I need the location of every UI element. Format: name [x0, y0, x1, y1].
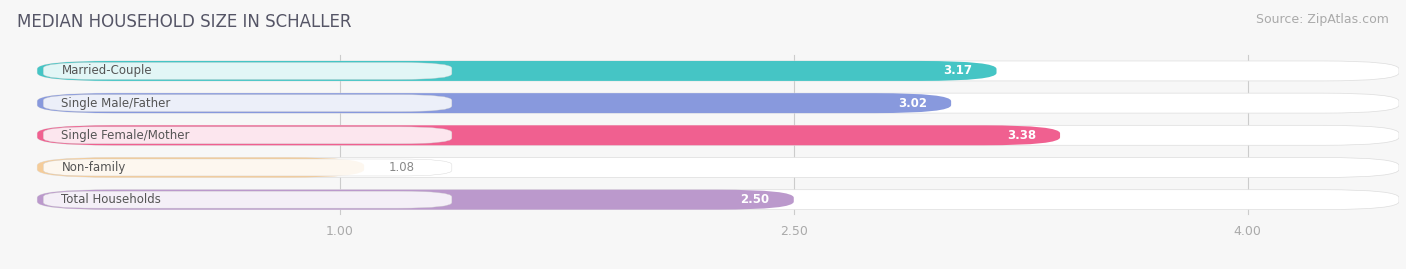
Text: Single Male/Father: Single Male/Father: [62, 97, 172, 110]
Text: 3.02: 3.02: [898, 97, 927, 110]
FancyBboxPatch shape: [38, 93, 950, 113]
Text: Total Households: Total Households: [62, 193, 162, 206]
FancyBboxPatch shape: [38, 190, 794, 210]
FancyBboxPatch shape: [38, 190, 1399, 210]
Text: 3.17: 3.17: [943, 65, 973, 77]
Text: MEDIAN HOUSEHOLD SIZE IN SCHALLER: MEDIAN HOUSEHOLD SIZE IN SCHALLER: [17, 13, 352, 31]
FancyBboxPatch shape: [44, 127, 451, 144]
FancyBboxPatch shape: [38, 125, 1060, 145]
FancyBboxPatch shape: [44, 95, 451, 112]
Text: 2.50: 2.50: [741, 193, 769, 206]
Text: 3.38: 3.38: [1007, 129, 1036, 142]
FancyBboxPatch shape: [38, 158, 1399, 178]
FancyBboxPatch shape: [44, 159, 451, 176]
FancyBboxPatch shape: [44, 191, 451, 208]
FancyBboxPatch shape: [44, 62, 451, 79]
Text: Married-Couple: Married-Couple: [62, 65, 152, 77]
FancyBboxPatch shape: [38, 158, 364, 178]
Text: 1.08: 1.08: [388, 161, 415, 174]
FancyBboxPatch shape: [38, 125, 1399, 145]
FancyBboxPatch shape: [38, 61, 1399, 81]
Text: Single Female/Mother: Single Female/Mother: [62, 129, 190, 142]
Text: Non-family: Non-family: [62, 161, 127, 174]
FancyBboxPatch shape: [38, 61, 997, 81]
Text: Source: ZipAtlas.com: Source: ZipAtlas.com: [1256, 13, 1389, 26]
FancyBboxPatch shape: [38, 93, 1399, 113]
